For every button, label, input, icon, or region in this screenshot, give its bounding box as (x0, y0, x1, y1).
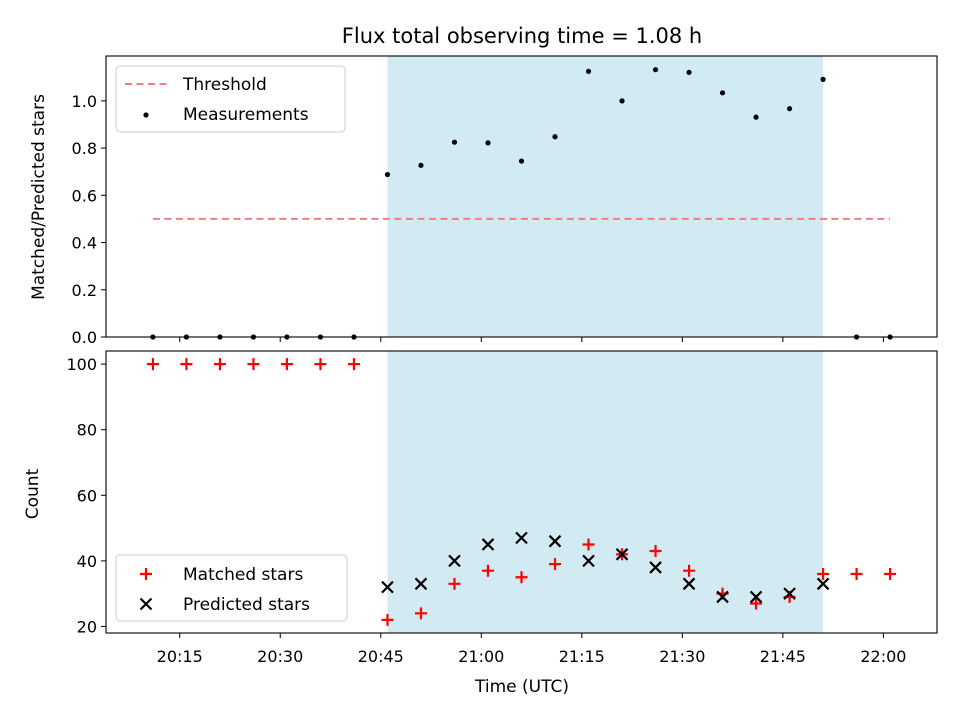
bottom-series-1-point (716, 590, 729, 604)
bottom-series-1-point (515, 531, 528, 545)
x-tick-label: 21:15 (559, 647, 605, 666)
top-series-0-point (786, 106, 793, 112)
bottom-y-tick-label: 80 (77, 421, 97, 440)
top-series-0-point (753, 114, 759, 120)
bottom-series-0-point (213, 358, 226, 371)
top-series-0-point (518, 158, 525, 164)
bottom-series-0-point (247, 358, 260, 371)
bottom-series-0-point (448, 577, 461, 590)
bottom-series-0-point (850, 567, 863, 580)
top-y-tick-label: 0.2 (72, 281, 97, 300)
top-series-0-point (719, 90, 726, 96)
bottom-series-0-point (180, 358, 193, 371)
top-series-0-point (485, 140, 491, 146)
bottom-series-0-point (582, 538, 595, 551)
legend-threshold-label: Threshold (182, 75, 267, 95)
bottom-series-1-point (381, 580, 394, 594)
bottom-series-0-point (314, 358, 327, 371)
top-observing-window (387, 56, 824, 337)
bottom-series-0-point (683, 564, 696, 577)
bottom-series-1-point (481, 538, 495, 551)
bottom-series-1-point (649, 561, 662, 574)
x-tick-label: 22:00 (860, 647, 906, 666)
top-series-0-point (585, 68, 592, 74)
top-series-0-point (384, 171, 391, 178)
bottom-legend (115, 554, 348, 622)
chart-title: Flux total observing time = 1.08 h (342, 24, 702, 48)
bottom-series-1-point (816, 577, 830, 591)
legend-predicted-label: Predicted stars (183, 595, 310, 615)
bottom-series-1-point (682, 577, 696, 591)
bottom-y-tick-label: 40 (77, 552, 97, 571)
bottom-series-0-point (381, 613, 394, 626)
legend-measurements-label: Measurements (183, 105, 309, 125)
top-y-tick-label: 0.8 (72, 139, 97, 158)
top-series-0-point (619, 98, 625, 104)
bottom-series-0-point (481, 564, 494, 577)
x-tick-label: 21:45 (760, 647, 806, 666)
top-y-tick-label: 0.0 (72, 328, 97, 347)
bottom-series-1-point (749, 590, 763, 604)
x-tick-label: 20:30 (257, 647, 303, 666)
x-tick-label: 20:15 (157, 647, 203, 666)
top-y-tick-label: 0.4 (72, 234, 97, 253)
legend-predicted-swatch (139, 597, 153, 611)
bottom-series-0-point (750, 597, 763, 610)
top-series-0-point (652, 67, 659, 73)
top-series-0-point (820, 76, 826, 82)
top-series-0-point (418, 162, 424, 168)
bottom-series-1-point (448, 554, 461, 568)
bottom-y-axis-label: Count (23, 468, 43, 519)
top-axes-frame (105, 55, 938, 338)
bottom-series-1-point (582, 554, 595, 568)
top-y-axis-label: Matched/Predicted stars (29, 94, 49, 300)
bottom-series-0-point (414, 607, 427, 620)
top-legend (115, 65, 346, 133)
top-series-0-point (552, 134, 558, 140)
bottom-series-0-point (549, 558, 562, 571)
legend-matched-label: Matched stars (183, 565, 303, 585)
bottom-y-tick-label: 20 (77, 617, 97, 636)
top-y-tick-label: 1.0 (72, 92, 97, 111)
bottom-series-0-point (347, 358, 360, 371)
bottom-axes-frame (105, 350, 938, 634)
bottom-observing-window (387, 351, 824, 633)
bottom-series-1-point (783, 587, 796, 600)
bottom-series-1-point (615, 548, 629, 561)
bottom-series-1-point (548, 534, 562, 548)
bottom-series-0-point (280, 358, 293, 371)
top-series-0-point (451, 139, 458, 145)
bottom-y-tick-label: 100 (66, 355, 97, 374)
legend-matched-swatch (140, 568, 152, 580)
bottom-series-0-point (649, 545, 662, 558)
top-series-0-point (686, 69, 692, 75)
top-y-tick-label: 0.6 (72, 186, 97, 205)
bottom-series-1-point (414, 577, 428, 591)
bottom-y-tick-label: 60 (77, 486, 97, 505)
bottom-series-0-point (515, 571, 528, 584)
x-tick-label: 20:45 (358, 647, 404, 666)
legend-measurements-swatch (143, 112, 149, 118)
bottom-series-0-point (146, 358, 159, 371)
x-tick-label: 21:30 (659, 647, 705, 666)
x-tick-label: 21:00 (458, 647, 504, 666)
bottom-series-0-point (884, 567, 897, 580)
x-axis-label: Time (UTC) (474, 677, 569, 697)
bottom-series-0-point (817, 567, 830, 580)
